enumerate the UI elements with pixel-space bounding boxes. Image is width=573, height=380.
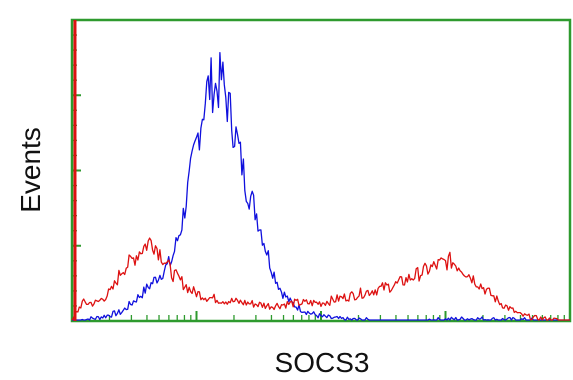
y-axis-label: Events <box>15 127 46 213</box>
blue-series-line <box>72 51 570 321</box>
series-layer <box>71 20 570 321</box>
x-axis-label: SOCS3 <box>275 347 370 378</box>
plot-frame <box>70 18 572 323</box>
red-series-line <box>71 237 570 321</box>
